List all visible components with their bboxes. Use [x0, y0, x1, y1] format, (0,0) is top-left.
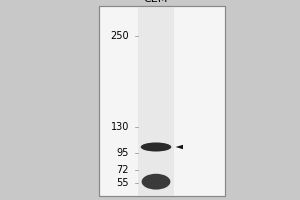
Bar [99, 6, 225, 196]
Bar [99, 6, 225, 196]
Text: 95: 95 [117, 148, 129, 158]
Text: 130: 130 [111, 122, 129, 132]
Text: 250: 250 [110, 31, 129, 41]
Bar [138, 6, 174, 196]
Polygon shape [176, 145, 183, 149]
Text: 72: 72 [116, 165, 129, 175]
Text: 55: 55 [116, 178, 129, 188]
Ellipse shape [142, 174, 170, 190]
Ellipse shape [141, 142, 171, 152]
Text: CEM: CEM [144, 0, 168, 4]
